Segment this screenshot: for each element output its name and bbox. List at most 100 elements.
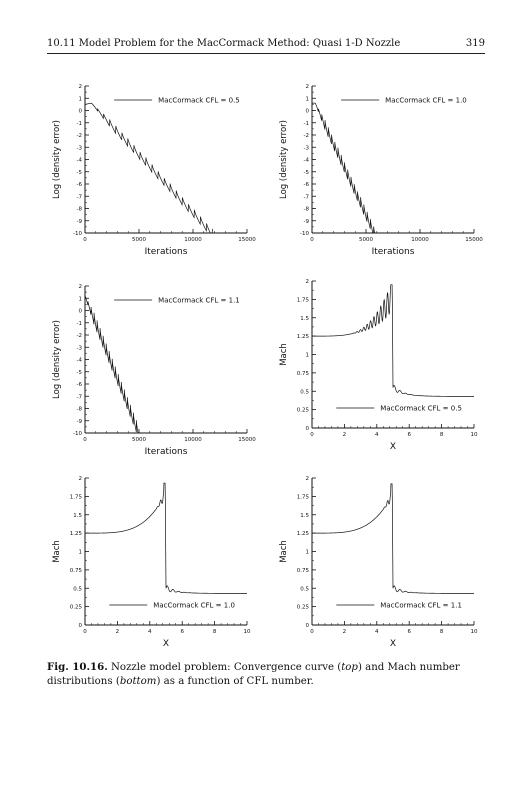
y-tick-label: 0 [79, 309, 83, 315]
y-tick-label: 0.75 [297, 568, 310, 574]
x-tick-label: 2 [343, 629, 347, 635]
y-tick-label: -4 [77, 358, 83, 364]
y-tick-label: -7 [77, 394, 83, 400]
x-axis-label: X [390, 639, 396, 649]
x-tick-label: 5000 [359, 237, 373, 243]
y-tick-label: -10 [73, 231, 82, 237]
legend-label: MacCormack CFL = 1.1 [158, 297, 240, 305]
y-tick-label: 1.75 [70, 494, 83, 500]
y-tick-label: -5 [304, 170, 310, 176]
y-tick-label: -6 [77, 182, 83, 188]
y-tick-label: 1.25 [297, 334, 310, 340]
y-tick-label: -10 [73, 431, 82, 437]
x-tick-label: 6 [407, 432, 411, 438]
figure-label: Fig. 10.16. [47, 661, 108, 673]
y-axis-label: Mach [279, 540, 289, 563]
y-tick-label: -2 [304, 133, 309, 139]
y-tick-label: 0.75 [70, 568, 83, 574]
series-line [84, 295, 139, 434]
y-tick-label: 0 [79, 623, 83, 629]
x-tick-label: 0 [83, 237, 87, 243]
y-tick-label: -6 [304, 182, 310, 188]
y-tick-label: 1.5 [300, 513, 309, 519]
x-tick-label: 6 [407, 629, 411, 635]
series-line [84, 482, 247, 594]
x-tick-label: 4 [375, 432, 379, 438]
y-tick-label: -7 [304, 194, 310, 200]
x-tick-label: 2 [116, 629, 120, 635]
y-tick-label: -5 [77, 370, 83, 376]
y-tick-label: 0.25 [70, 605, 83, 611]
y-tick-label: 0.25 [297, 605, 310, 611]
y-tick-label: 1 [79, 296, 83, 302]
y-tick-label: -2 [77, 333, 82, 339]
legend-label: MacCormack CFL = 1.0 [385, 97, 467, 105]
x-axis-label: Iterations [145, 247, 188, 257]
y-tick-label: -9 [304, 219, 310, 225]
series-line [311, 483, 474, 594]
x-tick-label: 10 [471, 432, 478, 438]
legend-label: MacCormack CFL = 0.5 [158, 97, 240, 105]
y-tick-label: 0.5 [300, 586, 309, 592]
x-tick-label: 0 [83, 629, 87, 635]
y-tick-label: 0 [306, 109, 310, 115]
y-tick-label: 2 [79, 476, 83, 482]
y-tick-label: 1.25 [70, 531, 83, 537]
x-axis-label: X [390, 442, 396, 452]
x-axis-label: X [163, 639, 169, 649]
x-axis-label: Iterations [372, 247, 415, 257]
chart-mach-cfl-1-0: 2 1.75 1.5 1.25 1 0.75 0.5 0.25 00 2 4 6 8 10 X Mach Mac… [52, 476, 251, 649]
y-tick-label: 0.25 [297, 408, 310, 414]
y-tick-label: -7 [77, 194, 83, 200]
y-tick-label: -8 [304, 207, 310, 213]
y-tick-label: 0 [79, 109, 83, 115]
y-tick-label: -1 [304, 121, 309, 127]
y-tick-label: -5 [77, 170, 83, 176]
x-tick-label: 5000 [132, 237, 146, 243]
chart-mach-cfl-0-5: 2 1.75 1.5 1.25 1 0.75 0.5 0.25 00 2 4 6 8 10 X Mach Mac… [279, 279, 478, 452]
x-tick-label: 2 [343, 432, 347, 438]
y-tick-label: -8 [77, 407, 83, 413]
y-tick-label: 0.5 [300, 389, 309, 395]
x-tick-label: 0 [83, 437, 87, 443]
y-tick-label: 0.75 [297, 371, 310, 377]
y-tick-label: 1 [306, 550, 310, 556]
running-header: 10.11 Model Problem for the MacCormack M… [47, 38, 485, 54]
y-axis-label: Mach [279, 343, 289, 366]
y-tick-label: 2 [79, 84, 83, 90]
x-tick-label: 10 [244, 629, 251, 635]
y-axis-label: Mach [52, 540, 62, 563]
series-line [84, 102, 213, 234]
y-tick-label: -9 [77, 219, 83, 225]
y-tick-label: -1 [77, 121, 82, 127]
running-head-title: 10.11 Model Problem for the MacCormack M… [47, 38, 401, 49]
chart-convergence-cfl-1-1: 210-1-2-3-4-5-6-7-8-9-100 5000 10000 15000I… [52, 284, 256, 457]
y-tick-label: -2 [77, 133, 82, 139]
y-axis-label: Log (density error) [279, 120, 289, 199]
y-tick-label: 2 [79, 284, 83, 290]
series-line [311, 284, 474, 397]
y-tick-label: -4 [304, 158, 310, 164]
y-tick-label: -3 [77, 345, 83, 351]
x-tick-label: 10 [471, 629, 478, 635]
y-tick-label: 0 [306, 426, 310, 432]
header-rule [47, 53, 485, 54]
x-tick-label: 15000 [465, 237, 483, 243]
x-tick-label: 0 [310, 629, 314, 635]
x-tick-label: 10000 [411, 237, 429, 243]
caption-emphasis-bottom: bottom [119, 676, 157, 687]
x-tick-label: 8 [440, 432, 444, 438]
chart-convergence-cfl-1-0: 210-1-2-3-4-5-6-7-8-9-100 5000 10000 15000I… [279, 84, 483, 257]
caption-text-1: Nozzle model problem: Convergence curve … [107, 662, 342, 673]
x-tick-label: 6 [180, 629, 184, 635]
x-tick-label: 10000 [184, 237, 202, 243]
y-tick-label: 1 [306, 96, 310, 102]
y-axis-label: Log (density error) [52, 320, 62, 399]
y-tick-label: 1.75 [297, 297, 310, 303]
chart-mach-cfl-1-1: 2 1.75 1.5 1.25 1 0.75 0.5 0.25 00 2 4 6 8 10 X Mach Mac… [279, 476, 478, 649]
y-tick-label: -1 [77, 321, 82, 327]
legend-label: MacCormack CFL = 0.5 [380, 405, 462, 413]
y-tick-label: 1.5 [300, 316, 309, 322]
y-tick-label: -6 [77, 382, 83, 388]
page-number: 319 [465, 38, 485, 49]
